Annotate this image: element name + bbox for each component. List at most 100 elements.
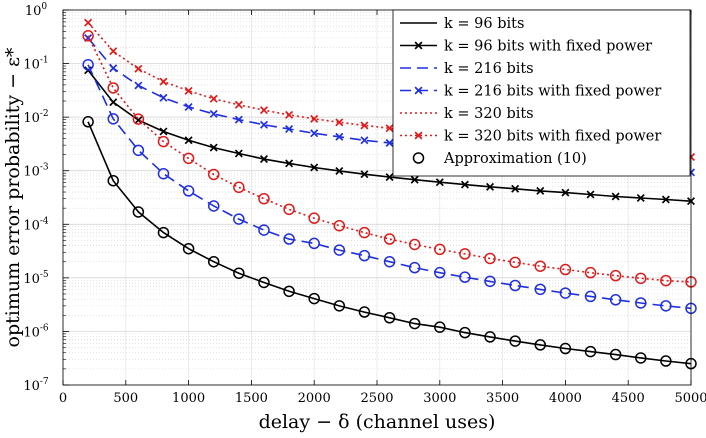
approximation-point <box>559 287 572 299</box>
approximation-point <box>182 242 195 255</box>
approximation-point <box>233 181 245 194</box>
approximation-point <box>82 116 94 128</box>
series-3-point <box>134 81 143 90</box>
x-marker-stroke <box>159 127 168 136</box>
approximation-point <box>333 300 346 312</box>
approximation-point <box>132 144 145 157</box>
approximation-point <box>132 206 145 218</box>
x-marker-stroke <box>134 64 143 73</box>
x-tick-label: 3500 <box>486 391 519 406</box>
x-marker-stroke <box>259 106 268 115</box>
x-marker-stroke <box>285 110 294 119</box>
approximation-point <box>308 212 320 224</box>
series-1-point <box>234 149 243 158</box>
x-axis-label: delay − δ (channel uses) <box>259 411 496 433</box>
series-1-point <box>410 175 419 184</box>
x-marker-stroke <box>109 98 118 107</box>
series-1-point <box>460 180 469 189</box>
approximation-point <box>383 312 396 324</box>
approximation-point <box>534 260 547 272</box>
x-tick-label: 5000 <box>674 391 706 406</box>
x-marker-stroke <box>414 131 423 140</box>
approximation-point <box>207 255 220 268</box>
series-5-point <box>184 86 193 95</box>
x-marker-stroke <box>561 188 570 197</box>
x-tick-label: 3000 <box>423 391 456 406</box>
x-tick-label: 2000 <box>298 391 331 406</box>
series-5-point <box>285 110 294 119</box>
x-marker-stroke <box>209 109 218 118</box>
x-marker-stroke <box>310 114 319 123</box>
approximation-point <box>182 152 195 165</box>
x-tick-label: 500 <box>113 391 138 406</box>
x-marker-stroke <box>435 178 444 187</box>
series-1-point <box>310 163 319 172</box>
approximation-point <box>660 355 672 367</box>
y-tick-label: 10-3 <box>23 163 49 180</box>
approximation-point <box>559 263 572 276</box>
legend-entry: k = 320 bits with fixed power <box>400 129 661 145</box>
series-1-point <box>611 192 620 201</box>
legend-entry: k = 96 bits <box>400 16 524 32</box>
approximation-point <box>534 283 547 296</box>
series-5-point <box>385 124 394 133</box>
x-marker-stroke <box>109 47 118 56</box>
series-3-point <box>184 102 193 111</box>
series-3-point <box>234 115 243 124</box>
series-line-0 <box>87 121 692 365</box>
series-1-point <box>561 188 570 197</box>
approximation-point <box>660 274 672 287</box>
approximation-point <box>635 272 647 285</box>
series-5-point <box>234 100 243 109</box>
series-3-point <box>159 93 168 102</box>
approximation-point <box>459 271 471 283</box>
series-3-point <box>360 136 369 145</box>
approximation-point <box>509 279 521 292</box>
x-marker-stroke <box>184 102 193 111</box>
series-1-point <box>536 186 545 195</box>
legend-label: k = 216 bits with fixed power <box>444 84 661 100</box>
series-1-point <box>661 195 670 204</box>
legend-label: Approximation (10) <box>443 151 587 167</box>
approximation-point <box>660 300 672 312</box>
approximation-point <box>434 321 446 333</box>
legend-marker <box>414 131 423 140</box>
approximation-point <box>132 113 145 125</box>
legend-marker <box>414 86 423 95</box>
y-tick-label: 100 <box>25 2 48 19</box>
series-3-point <box>285 125 294 134</box>
x-tick-label: 4000 <box>549 391 582 406</box>
x-marker-stroke <box>586 190 595 199</box>
y-tick-label: 10-7 <box>23 377 49 394</box>
approximation-point <box>258 276 270 289</box>
series-1-point <box>184 136 193 145</box>
x-tick-label: 2500 <box>360 391 393 406</box>
series-5-point <box>109 47 118 56</box>
series-5-point <box>360 121 369 130</box>
series-3-point <box>335 132 344 141</box>
x-marker-stroke <box>360 121 369 130</box>
series-1-point <box>209 143 218 152</box>
x-marker-stroke <box>360 170 369 179</box>
approximation-point <box>283 203 295 216</box>
series-1-point <box>511 184 520 193</box>
approximation-point <box>609 294 622 306</box>
x-marker-stroke <box>209 94 218 103</box>
series-5-point <box>335 118 344 127</box>
approximation-point <box>459 248 471 260</box>
approximation-point <box>383 233 396 245</box>
approximation-point <box>207 168 220 181</box>
series-5-point <box>209 94 218 103</box>
series-line-2 <box>87 64 692 310</box>
legend-entry: Approximation (10) <box>412 151 587 167</box>
x-marker-stroke <box>84 18 93 27</box>
x-marker-stroke <box>285 159 294 168</box>
legend-entry: k = 216 bits with fixed power <box>400 84 661 100</box>
x-marker-stroke <box>460 180 469 189</box>
series-3-point <box>385 138 394 147</box>
series-1-point <box>159 127 168 136</box>
x-marker-stroke <box>511 184 520 193</box>
legend-label: k = 216 bits <box>444 61 534 77</box>
series-3-point <box>310 129 319 138</box>
series-line-4 <box>87 35 692 283</box>
